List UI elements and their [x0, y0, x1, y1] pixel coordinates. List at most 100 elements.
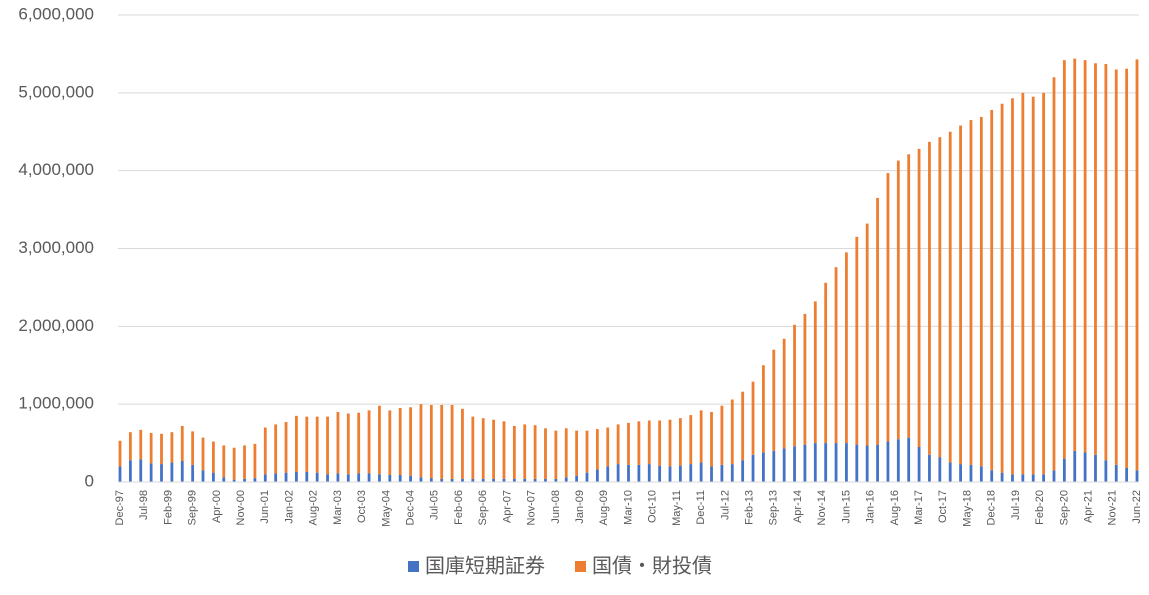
x-tick-label: Mar-17 — [913, 490, 925, 525]
x-tick-label: Jun-08 — [550, 490, 562, 524]
x-tick-label: Dec-04 — [404, 490, 416, 525]
bar-segment — [118, 440, 122, 467]
bar-segment — [201, 470, 205, 482]
bar-segment — [1135, 59, 1139, 471]
bar-segment — [346, 474, 350, 482]
bar-segment — [211, 472, 215, 482]
bar-segment — [149, 463, 153, 482]
x-tick-label: Sep-13 — [768, 490, 780, 525]
bar-segment — [544, 428, 547, 479]
y-tick-label: 3,000,000 — [18, 238, 94, 257]
bar-segment — [315, 472, 319, 482]
bar-segment — [793, 446, 796, 482]
x-tick-label: Jun-22 — [1131, 490, 1143, 524]
bar-segment — [1062, 60, 1066, 459]
bar-segment — [253, 478, 257, 482]
bar-segment — [710, 411, 713, 467]
bar-segment — [1114, 69, 1118, 465]
bar-segment — [139, 429, 143, 460]
y-tick-label: 4,000,000 — [18, 160, 94, 179]
bar-segment — [907, 154, 911, 438]
bar-segment — [512, 478, 516, 482]
bar-segment — [367, 473, 371, 482]
y-tick-label: 5,000,000 — [18, 82, 94, 101]
legend-label: 国債・財投債 — [592, 554, 712, 577]
bar-segment — [533, 478, 537, 482]
bar-segment — [388, 474, 392, 482]
x-tick-label: Nov-07 — [526, 490, 538, 525]
bar-segment — [243, 445, 246, 479]
bar-segment — [409, 407, 412, 476]
bar-segment — [295, 471, 298, 482]
bar-segment — [367, 410, 371, 474]
bar-segment — [616, 424, 620, 465]
bar-segment — [824, 443, 828, 482]
x-tick-label: Apr-14 — [792, 490, 804, 523]
bar-segment — [616, 464, 620, 482]
bar-segment — [876, 197, 879, 445]
bar-segment — [990, 470, 994, 482]
bar-segment — [378, 474, 381, 482]
bar-segment — [658, 420, 662, 466]
x-tick-label: Sep-20 — [1058, 490, 1070, 525]
bar-segment — [782, 448, 786, 482]
bar-segment — [762, 365, 765, 453]
bar-segment — [388, 410, 392, 475]
bar-segment — [222, 477, 226, 482]
bar-segment — [1052, 77, 1056, 471]
bar-segment — [928, 141, 931, 455]
bar-segment — [523, 424, 527, 479]
x-tick-label: Sep-06 — [477, 490, 489, 525]
bar-segment — [637, 464, 641, 482]
bar-segment — [160, 433, 163, 465]
bar-segment — [782, 338, 786, 449]
bar-segment — [1073, 58, 1077, 451]
bar-segment — [502, 478, 506, 482]
bar-segment — [948, 462, 952, 482]
legend-swatch — [575, 561, 586, 572]
x-tick-label: Feb-13 — [743, 490, 755, 525]
bar-segment — [948, 131, 952, 463]
legend-label: 国庫短期証券 — [425, 554, 545, 577]
bar-segment — [274, 473, 278, 482]
bar-segment — [118, 466, 122, 482]
bar-segment — [263, 474, 267, 482]
bar-segment — [461, 478, 464, 482]
bar-segment — [170, 432, 174, 463]
bar-segment — [357, 412, 361, 474]
x-tick-label: Jul-19 — [1010, 490, 1022, 520]
bar-segment — [678, 418, 682, 466]
x-tick-label: Sep-99 — [187, 490, 199, 525]
bar-segment — [429, 478, 433, 482]
bar-segment — [481, 478, 485, 482]
bar-segment — [305, 471, 309, 482]
bar-segment — [1125, 467, 1129, 482]
bar-segment — [917, 148, 921, 447]
bar-segment — [326, 416, 329, 475]
bar-segment — [969, 464, 973, 482]
bar-segment — [554, 478, 558, 482]
bar-segment — [606, 466, 610, 482]
bar-segment — [834, 443, 838, 482]
bar-segment — [917, 446, 921, 482]
bar-segment — [606, 427, 610, 467]
bar-segment — [803, 313, 807, 445]
bar-segment — [730, 464, 734, 482]
bar-segment — [1021, 92, 1025, 475]
bar-segment — [1011, 474, 1014, 482]
bar-segment — [751, 454, 755, 482]
bar-segment — [990, 109, 994, 471]
bar-segment — [647, 464, 651, 482]
bar-segment — [450, 404, 454, 479]
bar-segment — [678, 465, 682, 482]
bar-segment — [544, 478, 547, 482]
bar-segment — [471, 416, 475, 479]
bar-segment — [160, 464, 163, 482]
bar-segment — [979, 466, 983, 482]
y-tick-label: 2,000,000 — [18, 316, 94, 335]
bar-segment — [326, 474, 329, 482]
bar-segment — [492, 478, 495, 482]
bar-segment — [834, 267, 838, 444]
x-tick-label: Jan-16 — [865, 490, 877, 524]
